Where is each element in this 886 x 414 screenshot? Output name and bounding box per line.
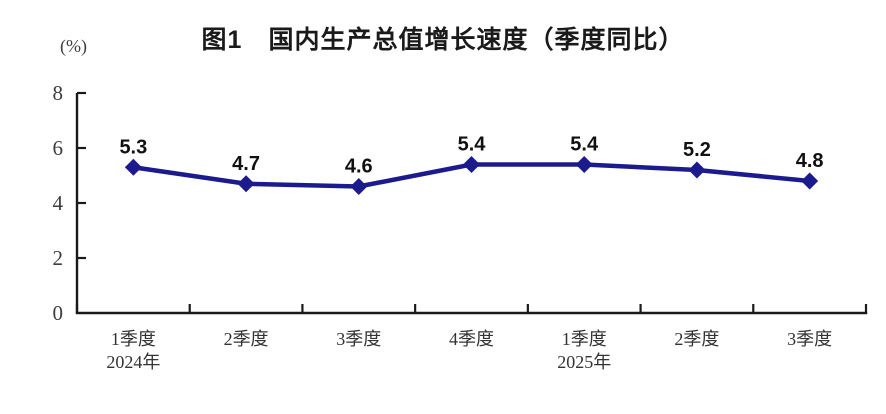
x-axis-category-label: 4季度 (449, 329, 494, 349)
data-point-marker (237, 175, 255, 193)
y-axis-unit-label: (%) (60, 36, 87, 56)
data-point-value-label: 4.8 (796, 150, 824, 172)
x-axis-category-label: 2季度 (224, 329, 269, 349)
data-point-value-label: 4.6 (345, 156, 373, 178)
x-axis-category-label: 3季度 (787, 329, 832, 349)
x-axis-category-label: 2季度 (674, 329, 719, 349)
data-point-marker (801, 172, 819, 190)
data-point-marker (688, 161, 706, 179)
y-axis-tick-label: 4 (53, 191, 64, 215)
chart-title: 图1 国内生产总值增长速度（季度同比） (201, 26, 685, 54)
data-point-marker (463, 156, 480, 173)
y-axis-tick-label: 0 (53, 301, 64, 325)
x-axis-category-label: 1季度 (562, 329, 607, 349)
x-axis-year-label: 2025年 (557, 352, 611, 372)
y-axis-tick-label: 8 (53, 81, 64, 105)
data-point-value-label: 5.2 (683, 139, 711, 161)
data-point-value-label: 5.4 (458, 134, 487, 156)
data-point-value-label: 4.7 (232, 153, 260, 175)
data-point-value-label: 5.3 (119, 136, 147, 158)
x-axis-category-label: 1季度 (111, 329, 156, 349)
data-point-marker (575, 156, 593, 173)
data-point-value-label: 5.4 (570, 134, 599, 156)
x-axis-category-label: 3季度 (336, 329, 381, 349)
y-axis-tick-label: 2 (53, 246, 64, 270)
x-axis-year-label: 2024年 (106, 352, 160, 372)
data-point-marker (124, 158, 142, 176)
data-point-marker (350, 178, 368, 195)
y-axis-tick-label: 6 (53, 136, 64, 160)
